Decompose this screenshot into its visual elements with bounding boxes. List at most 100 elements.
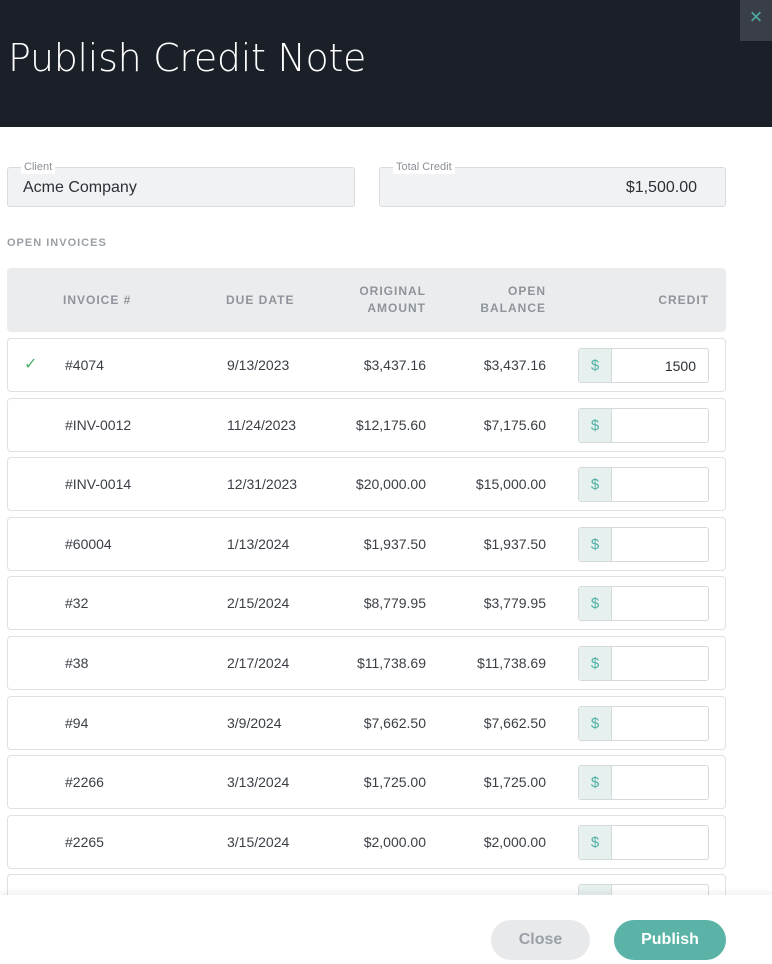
due-date: 2/15/2024 bbox=[227, 595, 290, 612]
credit-input-group[interactable]: $ bbox=[578, 526, 709, 562]
open-balance: $2,000.00 bbox=[483, 833, 546, 850]
due-date: 9/13/2023 bbox=[227, 357, 290, 373]
credit-input-group[interactable]: $ bbox=[578, 705, 709, 741]
dollar-icon: $ bbox=[579, 587, 612, 621]
column-invoice: INVOICE # bbox=[63, 293, 132, 307]
credit-input-group[interactable]: $ bbox=[578, 407, 709, 443]
column-original-amount-line2: AMOUNT bbox=[367, 301, 426, 315]
open-balance: $15,000.00 bbox=[475, 476, 546, 493]
column-credit: CREDIT bbox=[658, 293, 709, 307]
column-original-amount-line1: ORIGINAL bbox=[359, 284, 426, 298]
close-button[interactable]: Close bbox=[491, 920, 590, 960]
original-amount: $8,779.95 bbox=[363, 595, 426, 612]
table-row[interactable]: ✓ #4074 9/13/2023 $3,437.16 $3,437.16 $ bbox=[7, 338, 726, 392]
open-balance: $7,175.60 bbox=[483, 416, 546, 433]
client-value: Acme Company bbox=[23, 179, 137, 196]
credit-input[interactable] bbox=[613, 825, 708, 859]
credit-input-group[interactable]: $ bbox=[578, 646, 709, 681]
table-row[interactable]: #2265 3/15/2024 $2,000.00 $2,000.00 $ bbox=[7, 814, 726, 869]
table-row[interactable]: #INV-0012 11/24/2023 $12,175.60 $7,175.60 $ bbox=[7, 397, 726, 452]
original-amount: $12,175.60 bbox=[355, 416, 426, 433]
original-amount: $3,437.16 bbox=[363, 357, 426, 373]
open-balance: $7,662.50 bbox=[483, 714, 546, 731]
table-row[interactable]: #60004 1/13/2024 $1,937.50 $1,937.50 $ bbox=[7, 516, 726, 571]
due-date: 1/13/2024 bbox=[227, 535, 290, 552]
credit-input-group[interactable]: $ bbox=[578, 884, 709, 895]
invoice-number: #2265 bbox=[65, 833, 104, 850]
table-row[interactable]: #INV-0014 12/31/2023 $20,000.00 $15,000.00 $ bbox=[7, 457, 726, 512]
original-amount: $7,662.50 bbox=[363, 714, 426, 731]
credit-input[interactable] bbox=[613, 706, 708, 740]
modal-header: Publish Credit Note × bbox=[0, 0, 772, 127]
table-row[interactable]: #38 2/17/2024 $11,738.69 $11,738.69 $ bbox=[7, 636, 726, 690]
credit-input[interactable] bbox=[613, 527, 708, 561]
due-date: 11/24/2023 bbox=[227, 416, 297, 433]
due-date: 3/13/2024 bbox=[227, 774, 290, 791]
dollar-icon: $ bbox=[579, 647, 612, 680]
column-open-balance: OPEN BALANCE bbox=[480, 283, 546, 317]
credit-input-group[interactable]: $ bbox=[578, 467, 709, 503]
credit-input-group[interactable]: $ bbox=[578, 348, 709, 383]
credit-input-group[interactable]: $ bbox=[578, 824, 709, 860]
table-row[interactable]: #2266 3/13/2024 $1,725.00 $1,725.00 $ bbox=[7, 755, 726, 810]
original-amount: $1,937.50 bbox=[363, 535, 426, 552]
credit-input[interactable] bbox=[613, 766, 708, 800]
dollar-icon: $ bbox=[579, 706, 612, 740]
invoice-number: #94 bbox=[65, 714, 89, 731]
open-balance: $1,725.00 bbox=[483, 774, 546, 791]
close-icon[interactable]: × bbox=[740, 0, 772, 41]
dollar-icon: $ bbox=[579, 349, 612, 382]
column-open-balance-line2: BALANCE bbox=[480, 301, 546, 315]
dollar-icon: $ bbox=[579, 766, 612, 800]
invoice-number: #2266 bbox=[65, 774, 104, 791]
invoice-number: #38 bbox=[65, 655, 89, 671]
table-header: INVOICE # DUE DATE ORIGINAL AMOUNT OPEN … bbox=[7, 268, 726, 332]
due-date: 3/9/2024 bbox=[227, 714, 282, 731]
open-balance: $11,738.69 bbox=[476, 655, 546, 671]
column-original-amount: ORIGINAL AMOUNT bbox=[359, 283, 426, 317]
original-amount: $11,738.69 bbox=[356, 655, 426, 671]
total-credit-label: Total Credit bbox=[393, 160, 455, 174]
open-balance: $1,937.50 bbox=[483, 535, 546, 552]
dollar-icon: $ bbox=[579, 408, 612, 442]
page-title: Publish Credit Note bbox=[8, 36, 367, 80]
original-amount: $20,000.00 bbox=[355, 476, 426, 493]
original-amount: $2,000.00 bbox=[363, 833, 426, 850]
credit-input-group[interactable]: $ bbox=[578, 586, 709, 622]
invoice-number: #INV-0012 bbox=[65, 416, 132, 433]
original-amount: $1,725.00 bbox=[363, 774, 426, 791]
dollar-icon: $ bbox=[579, 468, 612, 502]
credit-input[interactable] bbox=[613, 468, 708, 502]
table-row[interactable]: $ bbox=[7, 874, 726, 895]
open-balance: $3,779.95 bbox=[483, 595, 546, 612]
open-balance: $3,437.16 bbox=[483, 357, 546, 373]
credit-input[interactable] bbox=[613, 587, 708, 621]
open-invoices-heading: OPEN INVOICES bbox=[7, 237, 107, 249]
column-due-date: DUE DATE bbox=[226, 293, 295, 307]
client-label: Client bbox=[21, 160, 56, 174]
total-credit-field[interactable]: Total Credit $1,500.00 bbox=[379, 160, 726, 207]
dollar-icon: $ bbox=[579, 885, 612, 895]
credit-input[interactable] bbox=[613, 349, 708, 382]
dollar-icon: $ bbox=[579, 825, 612, 859]
modal-footer: Close Publish bbox=[0, 895, 772, 964]
due-date: 2/17/2024 bbox=[227, 655, 290, 671]
due-date: 3/15/2024 bbox=[227, 833, 290, 850]
total-credit-value: $1,500.00 bbox=[625, 179, 697, 196]
credit-input[interactable] bbox=[613, 647, 708, 680]
publish-button[interactable]: Publish bbox=[614, 920, 726, 960]
credit-input-group[interactable]: $ bbox=[578, 765, 709, 801]
table-row[interactable]: #32 2/15/2024 $8,779.95 $3,779.95 $ bbox=[7, 576, 726, 631]
invoice-number: #4074 bbox=[65, 357, 104, 373]
client-field[interactable]: Client Acme Company bbox=[7, 160, 355, 207]
dollar-icon: $ bbox=[579, 527, 612, 561]
invoice-number: #32 bbox=[65, 595, 89, 612]
column-open-balance-line1: OPEN bbox=[507, 284, 546, 298]
invoice-number: #INV-0014 bbox=[65, 476, 132, 493]
credit-input[interactable] bbox=[613, 408, 708, 442]
table-row[interactable]: #94 3/9/2024 $7,662.50 $7,662.50 $ bbox=[7, 695, 726, 750]
invoice-list[interactable]: ✓#40749/13/2023$3,437.16$3,437.16$#INV-0… bbox=[0, 337, 772, 895]
check-icon: ✓ bbox=[24, 356, 38, 373]
invoice-number: #60004 bbox=[65, 535, 112, 552]
due-date: 12/31/2023 bbox=[227, 476, 298, 493]
